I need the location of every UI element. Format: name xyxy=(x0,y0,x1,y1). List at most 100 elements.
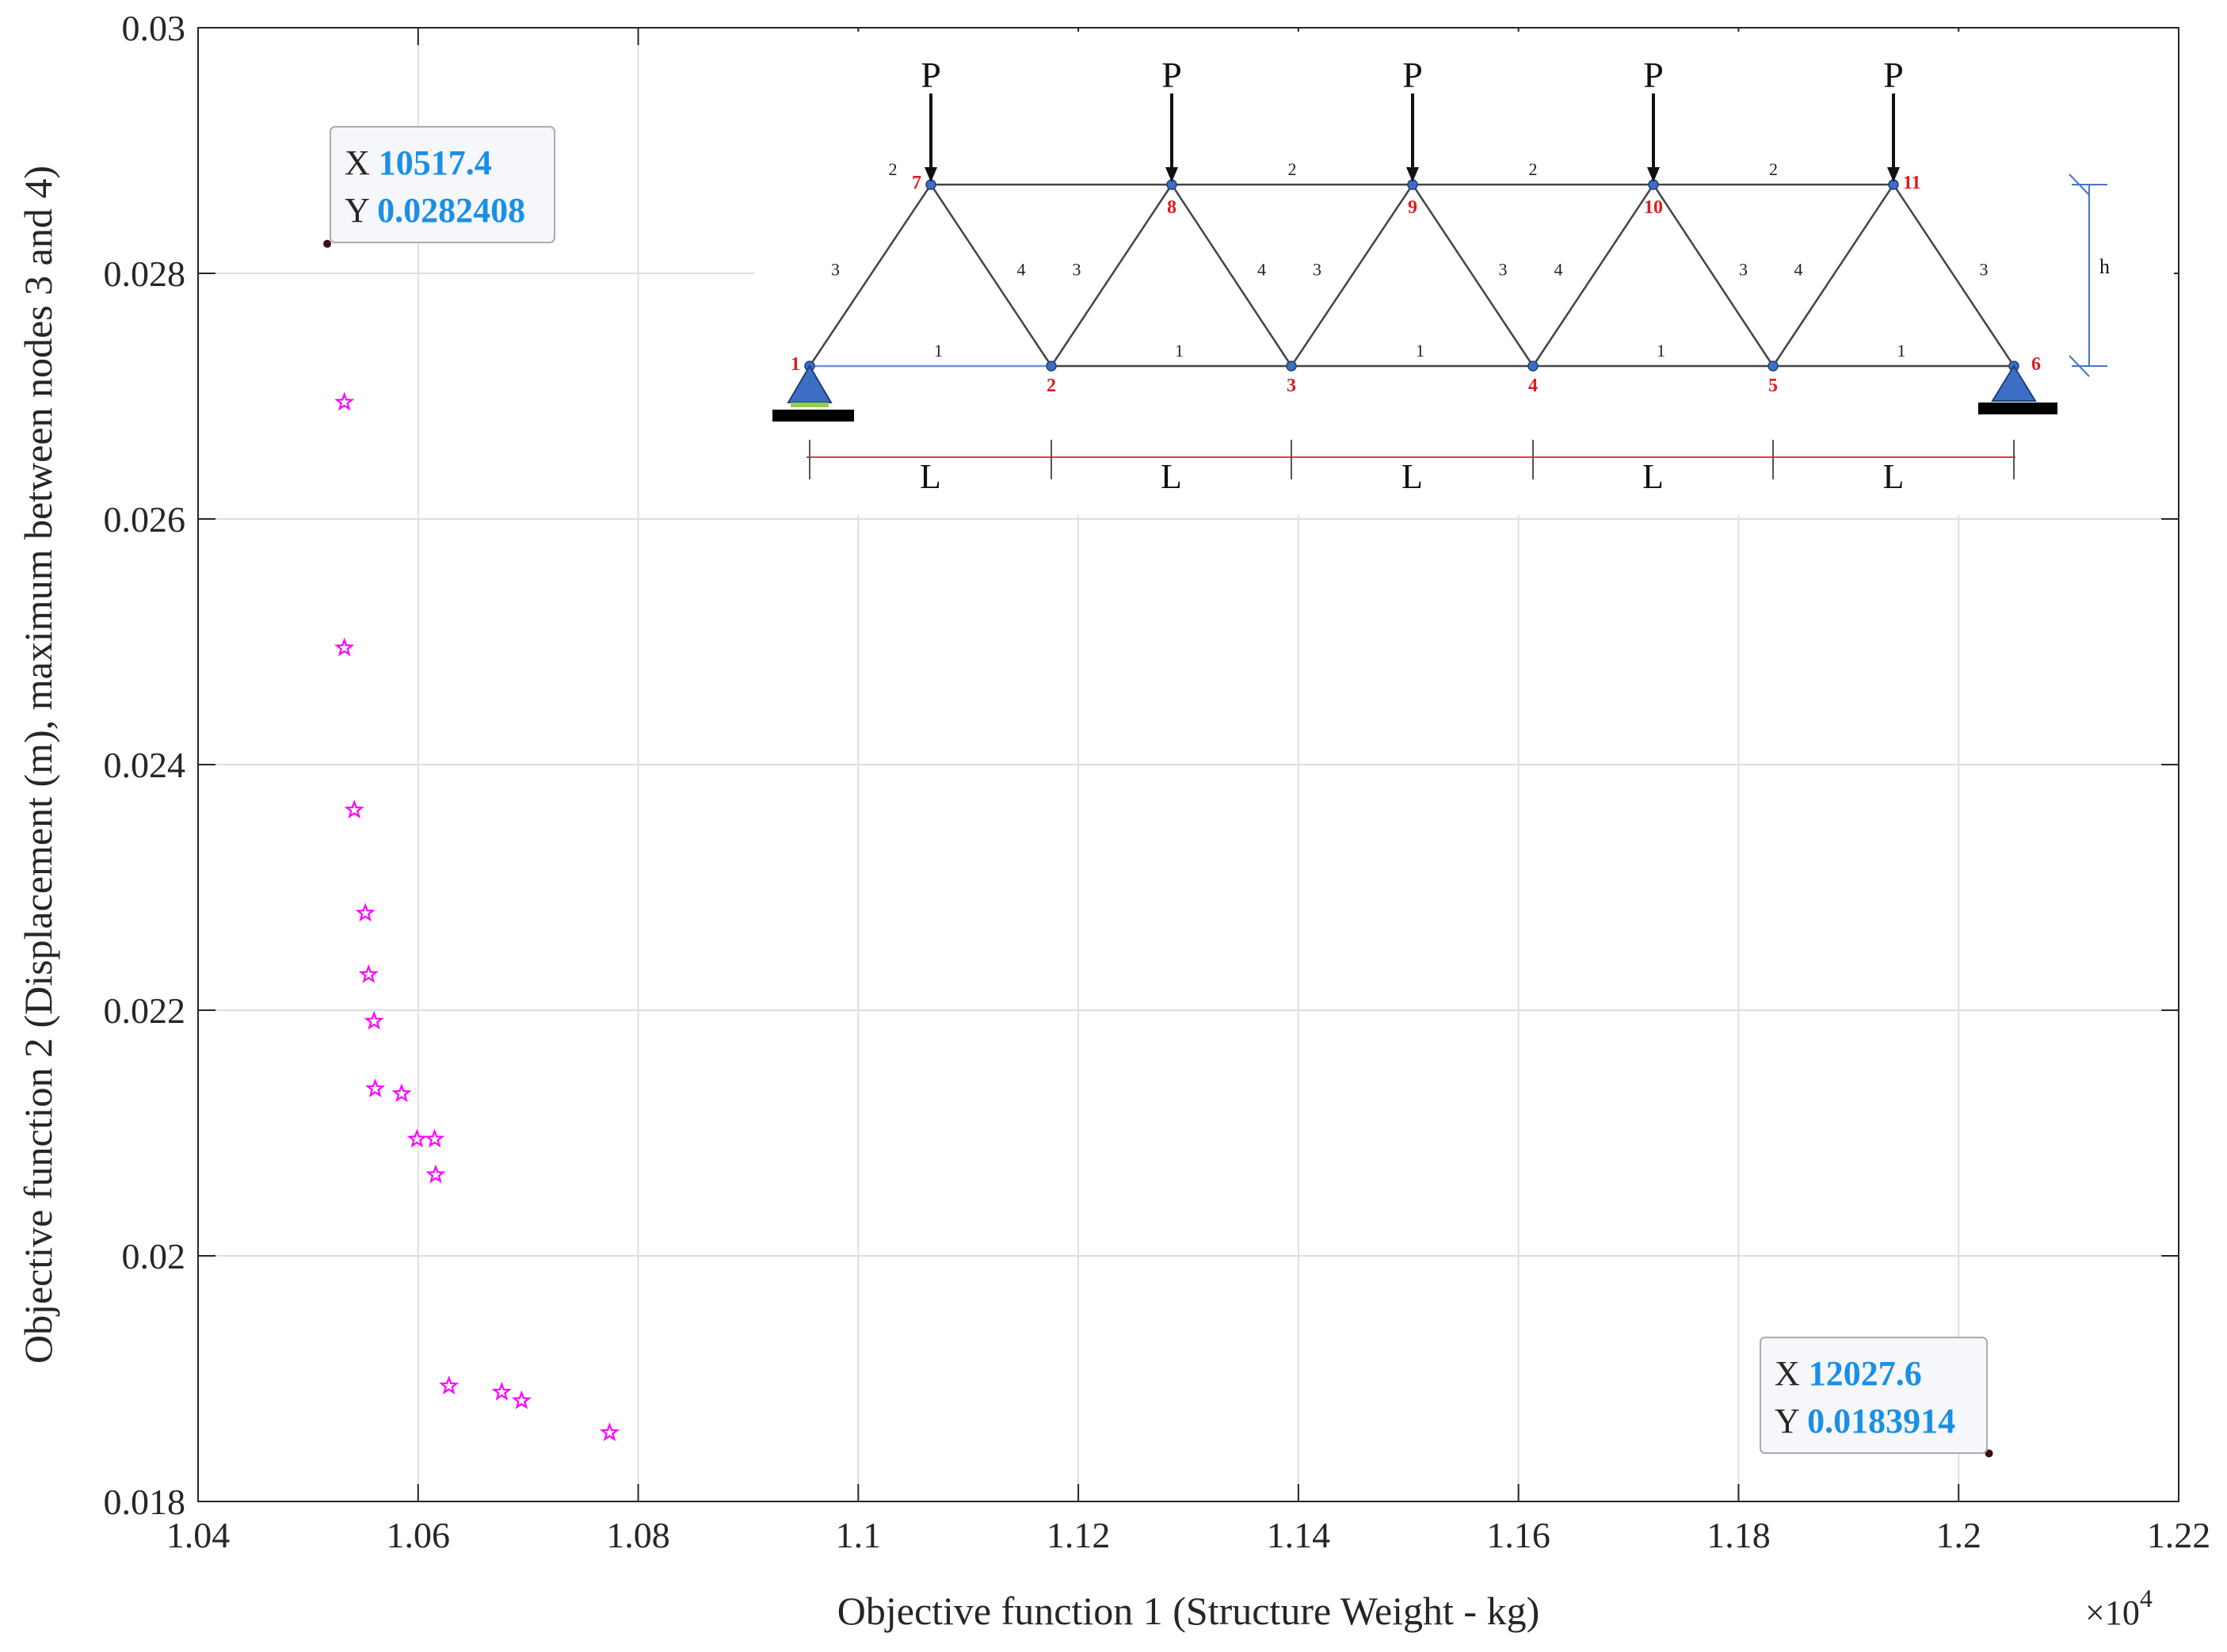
member-label: 4 xyxy=(1794,260,1803,280)
y-tick-label: 0.024 xyxy=(104,745,186,785)
node-label: 5 xyxy=(1768,376,1778,396)
datatip-box: X 12027.6Y 0.0183914 xyxy=(1760,1337,1988,1454)
x-tick-label: 1.22 xyxy=(2147,1515,2211,1555)
span-label: L xyxy=(920,457,941,496)
member-label: 4 xyxy=(1554,260,1563,280)
node-label: 8 xyxy=(1167,197,1176,218)
member-label: 2 xyxy=(889,159,898,179)
star-point xyxy=(439,1375,460,1394)
x-axis-multiplier: ×104 xyxy=(2085,1584,2153,1632)
load-arrow-head xyxy=(1165,167,1178,182)
y-axis-label: Objective function 2 (Displacement (m), … xyxy=(16,166,60,1364)
star-point xyxy=(491,1381,512,1401)
x-tick-label: 1.04 xyxy=(166,1515,231,1555)
datatip-y-row: Y 0.0183914 xyxy=(1775,1402,1955,1440)
truss-node xyxy=(1286,361,1297,372)
load-label: P xyxy=(1402,55,1423,95)
diagonal-member xyxy=(1050,184,1173,367)
truss-node xyxy=(1767,361,1779,372)
diagonal-member xyxy=(1170,184,1293,367)
star-point xyxy=(425,1128,445,1148)
pin-support-base xyxy=(772,410,854,422)
member-label: 1 xyxy=(1175,341,1184,361)
height-label: h xyxy=(2099,255,2110,278)
star-point xyxy=(511,1390,532,1410)
star-point xyxy=(358,963,379,983)
load-arrow-head xyxy=(1887,167,1900,182)
star-point xyxy=(334,637,355,657)
node-label: 2 xyxy=(1047,376,1056,396)
x-tick-label: 1.2 xyxy=(1935,1515,1981,1555)
node-label: 4 xyxy=(1528,376,1538,396)
member-label: 4 xyxy=(1017,260,1026,280)
member-label: 1 xyxy=(934,341,943,361)
span-label: L xyxy=(1883,457,1905,496)
member-label: 3 xyxy=(1980,260,1989,280)
member-label: 2 xyxy=(1529,159,1538,179)
load-arrow-head xyxy=(925,167,937,182)
star-point xyxy=(365,1078,386,1097)
y-tick-label: 0.03 xyxy=(122,8,186,48)
load-arrow-head xyxy=(1406,167,1419,182)
y-tick-label: 0.026 xyxy=(104,499,186,540)
datatip-point xyxy=(323,239,332,248)
datatip-y-label: Y xyxy=(1775,1402,1807,1440)
truss-node xyxy=(1527,361,1539,372)
star-point xyxy=(344,799,364,818)
roller-support-base xyxy=(1978,403,2057,414)
x-tick-label: 1.16 xyxy=(1486,1515,1550,1555)
datatip-y-value: 0.0183914 xyxy=(1807,1402,1955,1440)
star-point xyxy=(355,902,376,922)
member-label: 1 xyxy=(1897,341,1906,361)
node-label: 11 xyxy=(1903,173,1921,193)
axis-labels: Objective function 1 (Structure Weight -… xyxy=(16,166,2153,1633)
x-tick-label: 1.06 xyxy=(387,1515,451,1555)
load-label: P xyxy=(1883,55,1904,95)
member-label: 2 xyxy=(1288,159,1297,179)
y-tick-label: 0.028 xyxy=(104,254,186,294)
diagonal-member xyxy=(1531,184,1655,367)
member-label: 1 xyxy=(1416,341,1424,361)
member-label: 4 xyxy=(1257,260,1266,280)
datatip-y-label: Y xyxy=(345,191,377,230)
datatip-box: X 10517.4Y 0.0282408 xyxy=(330,126,555,243)
star-point xyxy=(364,1010,384,1030)
datatip-frame xyxy=(1760,1337,1988,1454)
truss-node xyxy=(1046,361,1057,372)
star-point xyxy=(334,391,355,411)
member-label: 3 xyxy=(1739,260,1748,280)
member-label: 3 xyxy=(1073,260,1081,280)
member-label: 2 xyxy=(1769,159,1778,179)
roller-support xyxy=(1991,364,2037,402)
axis-ticks: 1.04 1.06 1.08 1.1 1.12 1.14 1.16 1.18 1.2 1.22 0.… xyxy=(104,8,2211,1555)
x-tick-label: 1.1 xyxy=(836,1515,882,1555)
member-label: 3 xyxy=(1313,260,1321,280)
datatip-point xyxy=(1985,1449,1993,1458)
node-label: 3 xyxy=(1287,376,1296,396)
member-label: 3 xyxy=(831,260,840,280)
data-points xyxy=(323,239,1993,1458)
diagonal-member xyxy=(1652,184,1775,367)
diagonal-member xyxy=(1290,184,1414,367)
load-label: P xyxy=(1643,55,1664,95)
star-point xyxy=(599,1422,620,1441)
x-tick-label: 1.12 xyxy=(1047,1515,1111,1555)
x-tick-label: 1.08 xyxy=(606,1515,670,1555)
star-point xyxy=(406,1128,427,1148)
load-arrow-head xyxy=(1647,167,1660,182)
span-label: L xyxy=(1401,457,1423,496)
load-label: P xyxy=(1161,55,1182,95)
span-label: L xyxy=(1161,457,1182,496)
node-label: 1 xyxy=(791,354,800,375)
diagonal-member xyxy=(808,184,932,367)
span-label: L xyxy=(1642,457,1664,496)
datatip-x-value: 12027.6 xyxy=(1809,1354,1922,1393)
x-tick-label: 1.14 xyxy=(1267,1515,1331,1555)
datatip-frame xyxy=(330,126,555,243)
y-tick-label: 0.02 xyxy=(122,1236,186,1276)
diagonal-member xyxy=(1771,184,1895,367)
